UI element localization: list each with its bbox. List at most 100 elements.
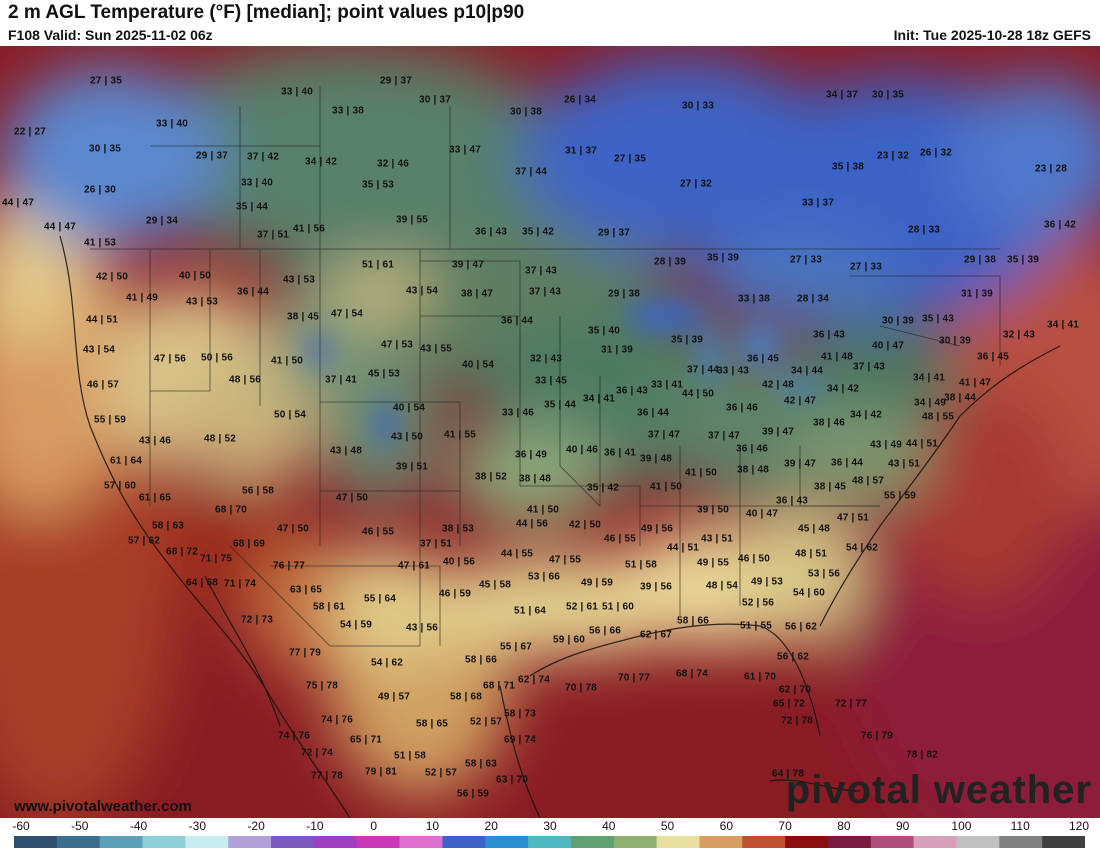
point-value-label: 27 | 32 bbox=[679, 178, 713, 190]
point-value-label: 43 | 51 bbox=[700, 533, 734, 545]
point-value-label: 42 | 50 bbox=[568, 519, 602, 531]
color-scale-swatch bbox=[142, 836, 186, 848]
point-value-label: 53 | 66 bbox=[527, 571, 561, 583]
point-value-label: 27 | 33 bbox=[849, 261, 883, 273]
point-value-label: 44 | 51 bbox=[85, 314, 119, 326]
color-scale: -60 -50 -40 -30 -20 -10 0 10 20 30 40 50 60 70 80 90 100… bbox=[0, 818, 1100, 850]
point-value-label: 63 | 65 bbox=[289, 584, 323, 596]
point-value-label: 36 | 42 bbox=[1043, 219, 1077, 231]
point-value-label: 58 | 63 bbox=[464, 758, 498, 770]
point-value-label: 46 | 55 bbox=[603, 533, 637, 545]
temperature-map[interactable]: 27 | 35 33 | 40 29 | 37 30 | 37 26 | 34 30 | … bbox=[0, 46, 1100, 818]
point-value-label: 38 | 52 bbox=[474, 471, 508, 483]
point-value-label: 61 | 64 bbox=[109, 455, 143, 467]
point-value-label: 34 | 42 bbox=[304, 156, 338, 168]
color-scale-swatch bbox=[956, 836, 1000, 848]
point-value-label: 77 | 78 bbox=[310, 770, 344, 782]
point-value-label: 79 | 81 bbox=[364, 766, 398, 778]
point-value-label: 37 | 51 bbox=[256, 229, 290, 241]
point-value-label: 38 | 47 bbox=[460, 288, 494, 300]
point-value-label: 47 | 50 bbox=[335, 492, 369, 504]
website-watermark: www.pivotalweather.com bbox=[14, 798, 192, 815]
point-value-label: 39 | 56 bbox=[639, 581, 673, 593]
color-scale-tick: 90 bbox=[895, 819, 910, 833]
point-value-label: 48 | 52 bbox=[203, 433, 237, 445]
point-value-label: 48 | 55 bbox=[921, 411, 955, 423]
point-value-label: 37 | 51 bbox=[419, 538, 453, 550]
point-value-label: 29 | 38 bbox=[607, 288, 641, 300]
point-value-label: 45 | 53 bbox=[367, 368, 401, 380]
point-value-label: 42 | 48 bbox=[761, 379, 795, 391]
point-value-label: 47 | 53 bbox=[380, 339, 414, 351]
point-value-label: 76 | 79 bbox=[860, 730, 894, 742]
point-value-label: 58 | 61 bbox=[312, 601, 346, 613]
point-value-label: 48 | 51 bbox=[794, 548, 828, 560]
point-value-label: 26 | 30 bbox=[83, 184, 117, 196]
point-value-label: 68 | 74 bbox=[675, 668, 709, 680]
point-value-label: 29 | 37 bbox=[379, 75, 413, 87]
point-value-label: 33 | 37 bbox=[801, 197, 835, 209]
point-value-label: 46 | 55 bbox=[361, 526, 395, 538]
point-value-label: 51 | 60 bbox=[601, 601, 635, 613]
point-value-label: 33 | 38 bbox=[737, 293, 771, 305]
point-value-label: 33 | 38 bbox=[331, 105, 365, 117]
point-value-label: 69 | 74 bbox=[503, 734, 537, 746]
color-scale-swatch bbox=[785, 836, 829, 848]
point-value-label: 56 | 62 bbox=[776, 651, 810, 663]
point-value-label: 35 | 44 bbox=[543, 399, 577, 411]
point-value-label: 33 | 46 bbox=[501, 407, 535, 419]
color-scale-swatch bbox=[827, 836, 872, 848]
color-scale-tick: 100 bbox=[951, 819, 972, 833]
point-values-layer: 27 | 35 33 | 40 29 | 37 30 | 37 26 | 34 30 | … bbox=[0, 46, 1100, 818]
color-scale-swatch bbox=[99, 836, 144, 848]
point-value-label: 72 | 78 bbox=[780, 715, 814, 727]
point-value-label: 52 | 57 bbox=[469, 716, 503, 728]
point-value-label: 55 | 59 bbox=[93, 414, 127, 426]
point-value-label: 35 | 39 bbox=[670, 334, 704, 346]
point-value-label: 30 | 39 bbox=[938, 335, 972, 347]
map-canvas bbox=[0, 46, 1100, 818]
point-value-label: 36 | 44 bbox=[500, 315, 534, 327]
point-value-label: 36 | 49 bbox=[514, 449, 548, 461]
point-value-label: 37 | 43 bbox=[528, 286, 562, 298]
point-value-label: 44 | 47 bbox=[1, 197, 35, 209]
point-value-label: 36 | 46 bbox=[735, 443, 769, 455]
color-scale-swatch bbox=[870, 836, 915, 848]
color-scale-swatch bbox=[999, 836, 1043, 848]
point-value-label: 38 | 45 bbox=[286, 311, 320, 323]
point-value-label: 70 | 78 bbox=[564, 682, 598, 694]
point-value-label: 36 | 45 bbox=[746, 353, 780, 365]
point-value-label: 41 | 55 bbox=[443, 429, 477, 441]
point-value-label: 74 | 76 bbox=[277, 730, 311, 742]
point-value-label: 34 | 37 bbox=[825, 89, 859, 101]
point-value-label: 40 | 54 bbox=[461, 359, 495, 371]
color-scale-ticks: -60 -50 -40 -30 -20 -10 0 10 20 30 40 50 60 70 80 90 100… bbox=[0, 818, 1100, 834]
point-value-label: 62 | 67 bbox=[639, 629, 673, 641]
point-value-label: 52 | 57 bbox=[424, 767, 458, 779]
color-scale-bar bbox=[14, 836, 1085, 848]
point-value-label: 56 | 62 bbox=[784, 621, 818, 633]
point-value-label: 38 | 53 bbox=[441, 523, 475, 535]
point-value-label: 29 | 37 bbox=[597, 227, 631, 239]
point-value-label: 53 | 56 bbox=[807, 568, 841, 580]
point-value-label: 39 | 50 bbox=[696, 504, 730, 516]
point-value-label: 44 | 47 bbox=[43, 221, 77, 233]
point-value-label: 36 | 44 bbox=[830, 457, 864, 469]
point-value-label: 33 | 47 bbox=[448, 144, 482, 156]
color-scale-swatch bbox=[1042, 836, 1085, 848]
point-value-label: 36 | 44 bbox=[636, 407, 670, 419]
point-value-label: 47 | 61 bbox=[397, 560, 431, 572]
point-value-label: 39 | 47 bbox=[451, 259, 485, 271]
point-value-label: 58 | 63 bbox=[151, 520, 185, 532]
point-value-label: 54 | 62 bbox=[370, 657, 404, 669]
point-value-label: 57 | 60 bbox=[103, 480, 137, 492]
point-value-label: 56 | 59 bbox=[456, 788, 490, 800]
point-value-label: 58 | 68 bbox=[449, 691, 483, 703]
point-value-label: 34 | 49 bbox=[913, 397, 947, 409]
color-scale-swatch bbox=[185, 836, 229, 848]
point-value-label: 27 | 35 bbox=[89, 75, 123, 87]
header: 2 m AGL Temperature (°F) [median]; point… bbox=[0, 0, 1100, 46]
point-value-label: 37 | 41 bbox=[324, 374, 358, 386]
point-value-label: 43 | 56 bbox=[405, 622, 439, 634]
point-value-label: 33 | 41 bbox=[650, 379, 684, 391]
